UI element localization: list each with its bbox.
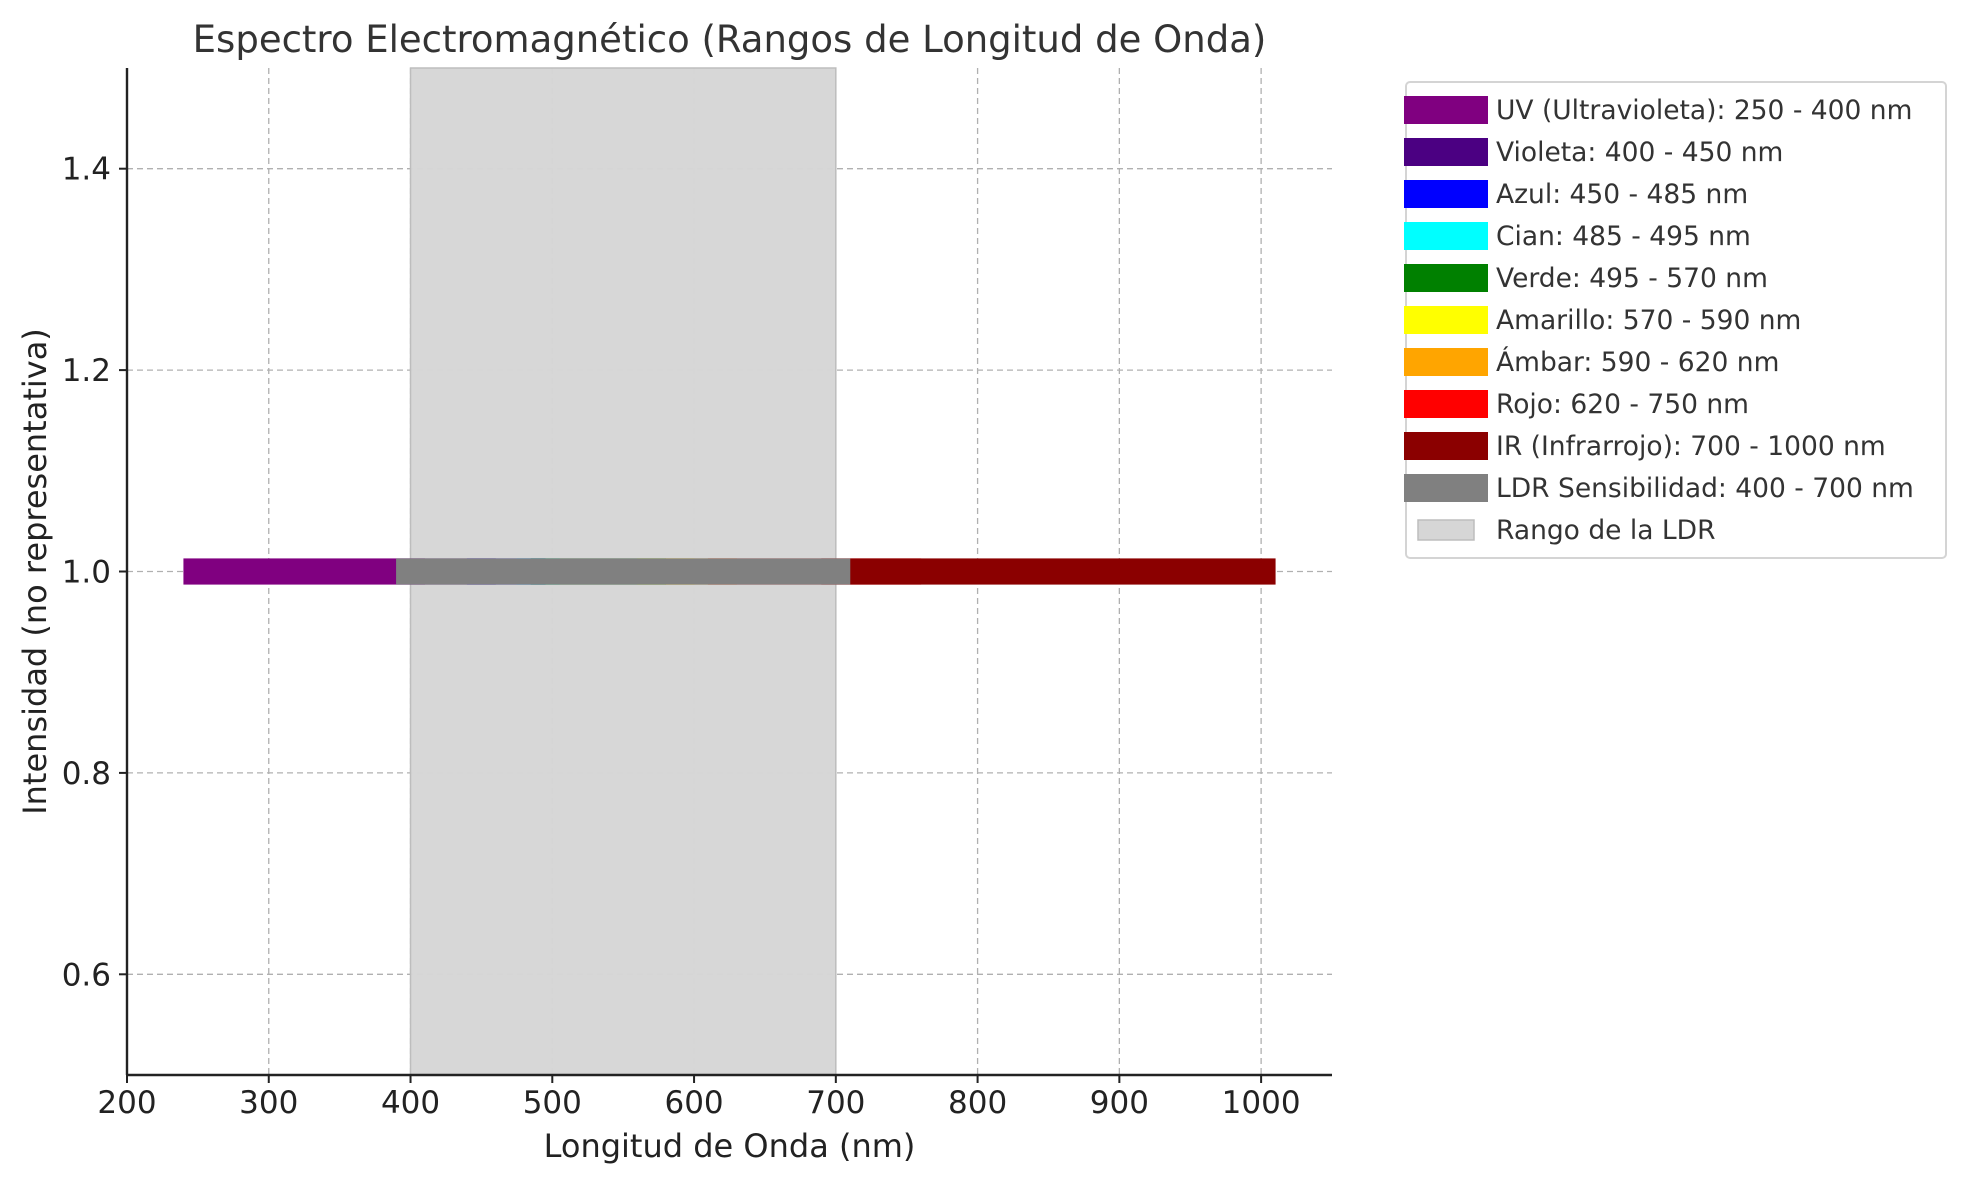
legend-label-6: Ámbar: 590 - 620 nm [1496, 346, 1779, 378]
legend-label-3: Cian: 485 - 495 nm [1496, 221, 1751, 252]
legend-swatch-9 [1404, 474, 1488, 502]
legend-label-5: Amarillo: 570 - 590 nm [1496, 305, 1801, 336]
x-tick-label: 400 [381, 1085, 440, 1121]
legend-label-8: IR (Infrarrojo): 700 - 1000 nm [1496, 431, 1886, 462]
spectrum-bar-8 [821, 558, 1276, 585]
legend-swatch-1 [1404, 138, 1488, 166]
legend-label-10: Rango de la LDR [1496, 515, 1715, 546]
legend-swatch-0 [1404, 96, 1488, 124]
x-tick-label: 300 [239, 1085, 298, 1121]
legend-swatch-5 [1404, 306, 1488, 334]
legend-label-7: Rojo: 620 - 750 nm [1496, 389, 1749, 420]
x-tick-label: 500 [523, 1085, 582, 1121]
legend-label-1: Violeta: 400 - 450 nm [1496, 137, 1783, 168]
legend-label-0: UV (Ultravioleta): 250 - 400 nm [1496, 95, 1912, 126]
legend-label-4: Verde: 495 - 570 nm [1496, 263, 1768, 294]
legend-swatch-6 [1404, 348, 1488, 376]
legend-swatch-4 [1404, 264, 1488, 292]
x-tick-label: 700 [806, 1085, 865, 1121]
y-tick-label: 1.2 [62, 353, 111, 389]
y-tick-label: 1.4 [62, 152, 111, 188]
x-tick-label: 800 [948, 1085, 1007, 1121]
legend: UV (Ultravioleta): 250 - 400 nm Violeta: … [1404, 81, 1947, 559]
tick-labels: 200 300 400 500 600 700 800 900 1000 0.6 0.8 1.0 1.2… [62, 152, 1301, 1121]
y-axis-label: Intensidad (no representativa) [16, 328, 54, 815]
legend-swatch-3 [1404, 222, 1488, 250]
spectrum-bars [183, 558, 1276, 585]
x-tick-label: 1000 [1222, 1085, 1301, 1121]
y-tick-label: 1.0 [62, 555, 111, 591]
y-tick-label: 0.8 [62, 756, 111, 792]
legend-label-2: Azul: 450 - 485 nm [1496, 179, 1748, 210]
legend-swatch-10 [1417, 519, 1475, 541]
y-tick-label: 0.6 [62, 957, 111, 993]
legend-swatch-2 [1404, 180, 1488, 208]
chart-title: Espectro Electromagnético (Rangos de Lon… [193, 18, 1267, 61]
x-tick-label: 200 [97, 1085, 156, 1121]
spectrum-bar-9 [396, 558, 851, 585]
legend-swatch-7 [1404, 390, 1488, 418]
x-axis-label: Longitud de Onda (nm) [544, 1127, 916, 1165]
legend-label-9: LDR Sensibilidad: 400 - 700 nm [1496, 473, 1914, 504]
x-tick-label: 900 [1090, 1085, 1149, 1121]
spectrum-bar-0 [183, 558, 425, 585]
x-tick-label: 600 [664, 1085, 723, 1121]
legend-swatch-8 [1404, 432, 1488, 460]
